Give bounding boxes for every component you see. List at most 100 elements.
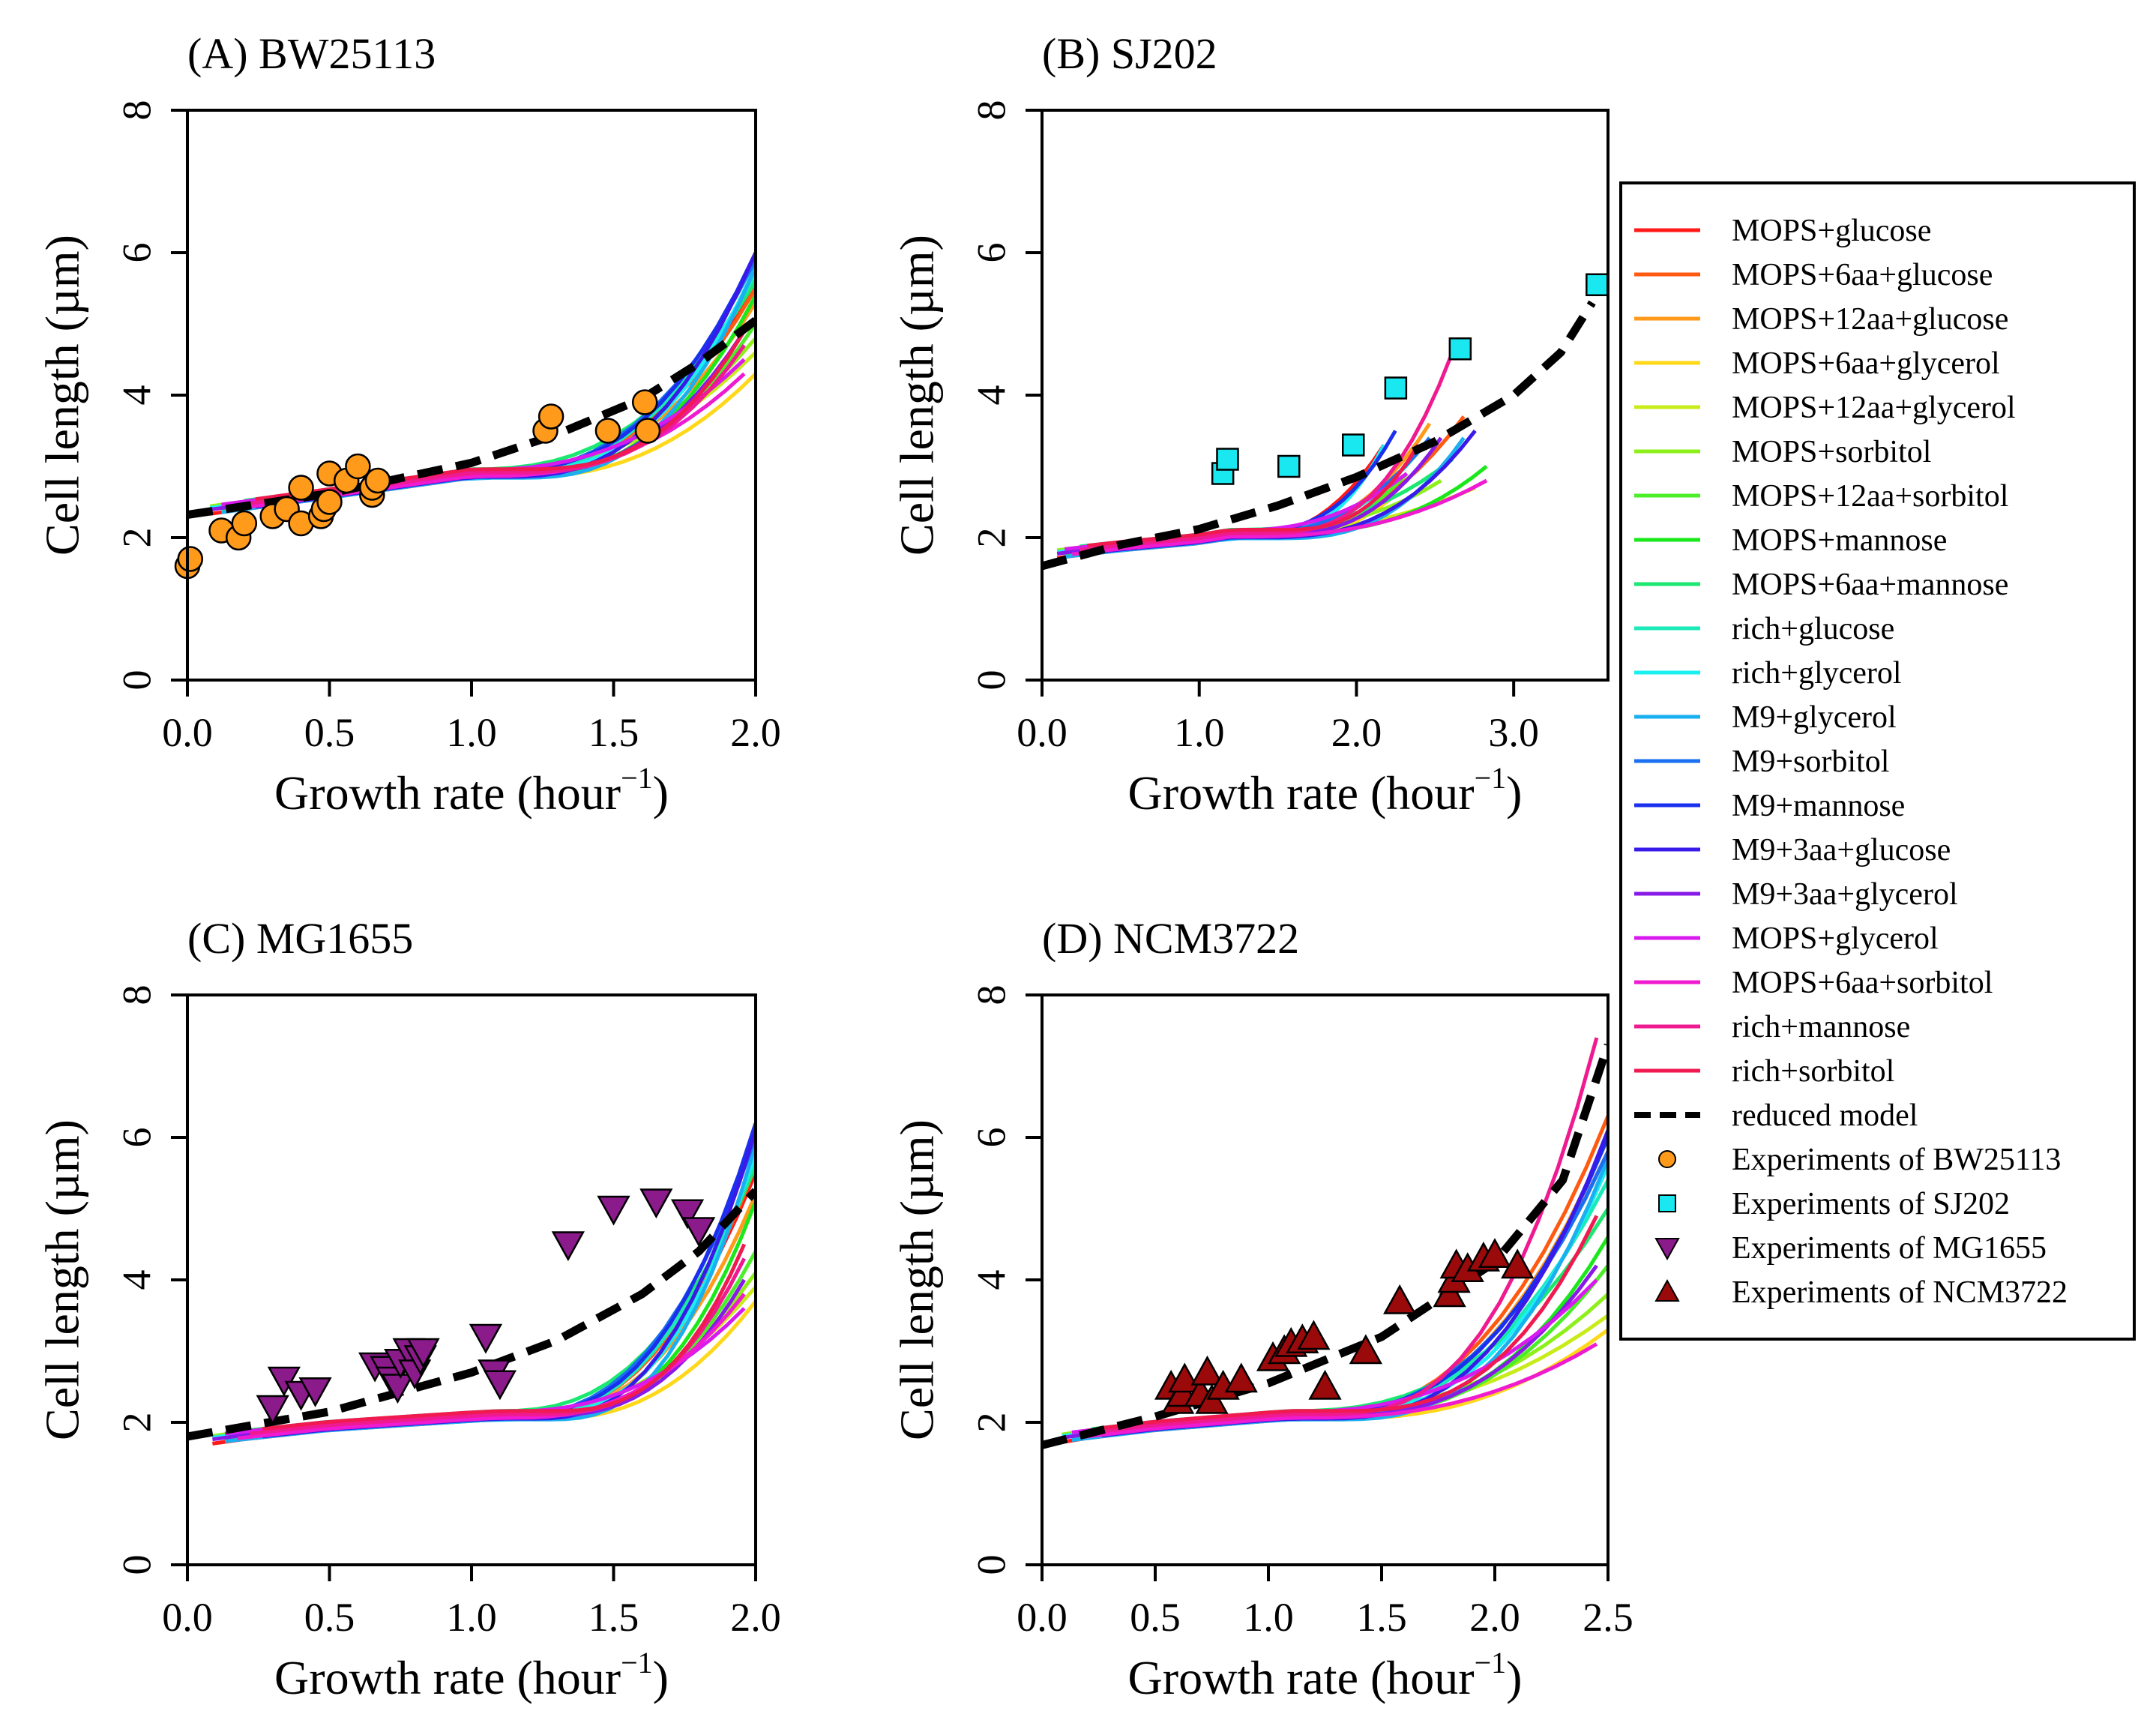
experiment-markers xyxy=(1154,1238,1535,1414)
plot-frame xyxy=(186,993,757,1566)
experiment-point xyxy=(1297,1320,1331,1350)
experiment-point xyxy=(1383,1284,1417,1314)
x-tick-label: 1.0 xyxy=(446,710,497,755)
panel-d: 0.0 0.5 1.0 1.5 2.0 2.5 0 2 4 6 8 (D) NCM3722 Growth… xyxy=(891,914,1633,1704)
y-tick-label: 8 xyxy=(969,985,1014,1005)
legend-label: M9+mannose xyxy=(1732,789,1905,823)
x-axis-label: Growth rate (hour−1) xyxy=(274,1646,669,1704)
experiment-point xyxy=(256,1395,289,1425)
x-tick-label: 1.0 xyxy=(1243,1595,1294,1640)
x-tick-label: 0.5 xyxy=(304,1595,355,1640)
x-tick-label: 0.0 xyxy=(162,710,213,755)
legend: MOPS+glucose MOPS+6aa+glucose MOPS+12aa+gl… xyxy=(1619,181,2136,1341)
simulation-lines xyxy=(212,1122,756,1446)
experiment-point xyxy=(597,1195,630,1226)
y-axis: 0 2 4 6 8 xyxy=(114,100,187,691)
experiment-point xyxy=(1190,1355,1224,1386)
legend-item: MOPS+sorbitol xyxy=(1634,435,1931,469)
panel-a: 0.0 0.5 1.0 1.5 2.0 0 2 4 6 8 (A) BW25113 Growth ra… xyxy=(36,29,781,820)
legend-item: Experiments of NCM3722 xyxy=(1654,1275,2068,1310)
experiment-point xyxy=(631,389,658,415)
experiment-point xyxy=(1478,1238,1512,1268)
legend-marker xyxy=(1654,1278,1680,1302)
legend-label: MOPS+glycerol xyxy=(1732,921,1939,956)
y-tick-label: 4 xyxy=(969,1270,1014,1290)
x-tick-label: 3.0 xyxy=(1488,710,1539,755)
legend-label: MOPS+6aa+glucose xyxy=(1732,258,1993,292)
x-tick-label: 0.0 xyxy=(162,1595,213,1640)
panel-c: 0.0 0.5 1.0 1.5 2.0 0 2 4 6 8 (C) MG1655 Growth rat… xyxy=(36,914,781,1704)
experiment-point xyxy=(594,418,621,444)
reduced-model-line xyxy=(1042,300,1596,571)
legend-item: M9+3aa+glucose xyxy=(1634,833,1951,867)
legend-item: rich+glucose xyxy=(1634,612,1894,646)
legend-label: M9+3aa+glycerol xyxy=(1732,877,1958,912)
legend-label: MOPS+sorbitol xyxy=(1732,435,1931,469)
experiment-point xyxy=(1349,1334,1382,1365)
x-tick-label: 2.5 xyxy=(1583,1595,1633,1640)
y-tick-label: 4 xyxy=(969,385,1014,406)
legend-item: MOPS+glucose xyxy=(1634,214,1931,248)
legend-item: M9+mannose xyxy=(1634,789,1905,823)
y-tick-label: 8 xyxy=(969,100,1014,121)
legend-marker xyxy=(1654,1238,1680,1261)
experiment-point xyxy=(538,403,564,430)
legend-label: MOPS+12aa+glucose xyxy=(1732,302,2008,337)
legend-item: MOPS+6aa+glucose xyxy=(1634,258,1993,292)
experiment-markers xyxy=(256,1188,716,1425)
x-axis: 0.0 0.5 1.0 1.5 2.0 2.5 xyxy=(1017,1565,1633,1640)
legend-item: M9+sorbitol xyxy=(1634,745,1889,779)
experiment-point xyxy=(483,1370,517,1401)
x-tick-label: 1.0 xyxy=(446,1595,497,1640)
y-tick-label: 8 xyxy=(114,100,159,121)
legend-label: Experiments of BW25113 xyxy=(1732,1143,2061,1177)
panel-title: (A) BW25113 xyxy=(187,29,436,78)
experiment-point xyxy=(1586,273,1609,296)
y-axis: 0 2 4 6 8 xyxy=(969,985,1042,1575)
y-tick-label: 6 xyxy=(114,243,159,263)
legend-label: rich+mannose xyxy=(1732,1010,1910,1044)
legend-marker xyxy=(1658,1194,1676,1212)
y-tick-label: 2 xyxy=(114,1413,159,1433)
legend-item: rich+mannose xyxy=(1634,1010,1910,1044)
y-tick-label: 4 xyxy=(114,385,159,406)
sim-line xyxy=(1081,1236,1608,1436)
experiment-point xyxy=(177,546,204,572)
panel-b: 0.0 1.0 2.0 3.0 0 2 4 6 8 (B) SJ202 Growth rate (h… xyxy=(891,29,1610,820)
legend-item: M9+3aa+glycerol xyxy=(1634,877,1958,912)
sim-line xyxy=(1072,478,1488,556)
x-tick-label: 0.0 xyxy=(1017,710,1068,755)
legend-item: MOPS+6aa+glycerol xyxy=(1634,346,2000,381)
legend-marker xyxy=(1658,1150,1676,1168)
legend-item: MOPS+12aa+glucose xyxy=(1634,302,2008,337)
sim-line xyxy=(237,1293,746,1440)
y-tick-label: 8 xyxy=(114,985,159,1005)
plot-frame xyxy=(1041,993,1610,1566)
sim-line xyxy=(262,1129,756,1439)
legend-item: MOPS+6aa+mannose xyxy=(1634,568,2008,602)
simulation-lines xyxy=(1056,352,1488,560)
y-tick-label: 2 xyxy=(114,528,159,548)
legend-label: rich+glucose xyxy=(1732,612,1894,646)
experiment-point xyxy=(316,489,343,515)
y-tick-label: 6 xyxy=(969,1128,1014,1148)
y-tick-label: 0 xyxy=(114,1555,159,1575)
panel-title: (C) MG1655 xyxy=(187,914,413,963)
legend-box xyxy=(1619,181,2136,1341)
legend-label: M9+glycerol xyxy=(1732,700,1897,735)
y-tick-label: 6 xyxy=(969,243,1014,263)
experiment-point xyxy=(634,418,661,444)
legend-label: M9+3aa+glucose xyxy=(1732,833,1951,867)
legend-item: Experiments of SJ202 xyxy=(1658,1187,2010,1221)
legend-item: Experiments of MG1655 xyxy=(1654,1231,2047,1266)
experiment-point xyxy=(381,1374,415,1404)
legend-item: rich+sorbitol xyxy=(1634,1054,1894,1089)
experiment-point xyxy=(288,475,314,501)
reduced-model-line xyxy=(1042,1043,1608,1449)
x-axis: 0.0 0.5 1.0 1.5 2.0 xyxy=(162,680,781,755)
y-axis-label: Cell length (µm) xyxy=(36,1119,89,1440)
legend-item: MOPS+12aa+sorbitol xyxy=(1634,479,2008,514)
experiment-point xyxy=(469,1323,503,1354)
y-axis-label: Cell length (µm) xyxy=(36,235,89,556)
y-tick-label: 2 xyxy=(969,528,1014,548)
